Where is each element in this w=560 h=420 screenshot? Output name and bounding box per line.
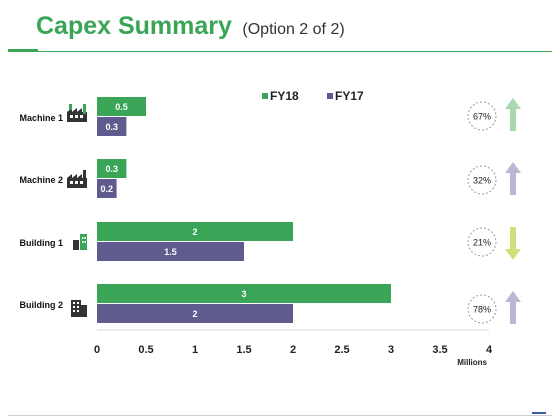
bar-fy17 xyxy=(97,179,117,198)
category-label: Machine 2 xyxy=(19,175,63,185)
x-tick-label: 2.5 xyxy=(334,344,349,356)
legend-label-fy17: FY17 xyxy=(335,89,364,103)
bar-value-label: 2 xyxy=(192,227,197,237)
arrow-up-icon xyxy=(505,162,521,195)
category-label: Building 1 xyxy=(20,238,64,248)
bar-value-label: 0.3 xyxy=(105,164,118,174)
x-tick-label: 0 xyxy=(94,344,100,356)
x-tick-label: 3.5 xyxy=(432,344,447,356)
x-axis-title: Millions xyxy=(457,358,487,367)
x-tick-label: 2 xyxy=(290,344,296,356)
bar-value-label: 1.5 xyxy=(164,247,177,257)
legend-label-fy18: FY18 xyxy=(270,89,299,103)
bar-fy18 xyxy=(97,97,146,116)
title-underline xyxy=(8,51,552,52)
x-tick-label: 1.5 xyxy=(236,344,251,356)
percent-circle xyxy=(467,165,497,195)
bar-fy18 xyxy=(97,222,293,241)
title-accent-bar xyxy=(8,49,38,52)
bar-value-label: 0.3 xyxy=(105,122,118,132)
bar-fy17 xyxy=(97,304,293,323)
footer-rule xyxy=(8,415,552,416)
bar-fy18 xyxy=(97,284,391,303)
slide-title: Capex Summary (Option 2 of 2) xyxy=(36,12,345,41)
bar-fy17 xyxy=(97,117,127,136)
arrow-up-icon xyxy=(505,291,521,324)
x-tick-label: 1 xyxy=(192,344,198,356)
x-tick-label: 4 xyxy=(486,344,493,356)
legend-swatch-fy17 xyxy=(327,93,333,99)
percent-circle xyxy=(467,294,497,324)
arrow-down-icon xyxy=(505,227,521,260)
x-tick-label: 0.5 xyxy=(138,344,153,356)
legend-swatch-fy18 xyxy=(262,93,268,99)
percent-circle xyxy=(467,227,497,257)
factory-icon xyxy=(67,104,87,122)
bar-fy18 xyxy=(97,159,127,178)
footer-accent xyxy=(532,412,546,414)
arrow-up-icon xyxy=(505,98,521,131)
category-label: Machine 1 xyxy=(19,113,63,123)
bar-fy17 xyxy=(97,242,244,261)
building-icon xyxy=(73,234,87,250)
percent-label: 21% xyxy=(473,238,491,248)
percent-circle xyxy=(467,101,497,131)
percent-label: 67% xyxy=(473,112,491,122)
office-building-icon xyxy=(71,300,87,317)
x-tick-label: 3 xyxy=(388,344,394,356)
category-label: Building 2 xyxy=(20,300,64,310)
percent-label: 32% xyxy=(473,176,491,186)
subtitle-text: (Option 2 of 2) xyxy=(242,21,345,38)
bar-value-label: 0.2 xyxy=(101,184,114,194)
bar-value-label: 3 xyxy=(241,289,246,299)
factory-icon xyxy=(67,170,87,188)
bar-value-label: 2 xyxy=(192,309,197,319)
percent-label: 78% xyxy=(473,305,491,315)
bar-value-label: 0.5 xyxy=(115,102,128,112)
title-text: Capex Summary xyxy=(36,12,232,40)
